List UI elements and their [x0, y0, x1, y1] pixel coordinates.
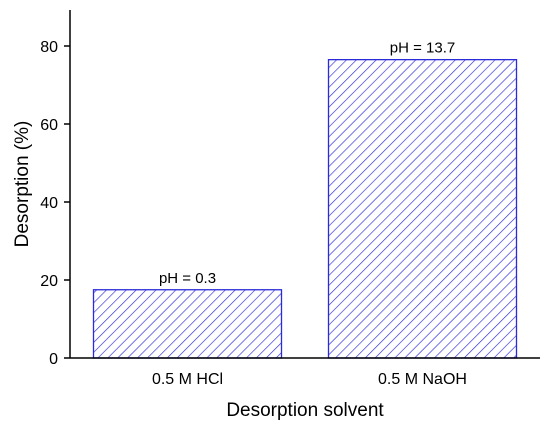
x-axis-title: Desorption solvent	[226, 400, 384, 421]
x-tick-label-1: 0.5 M HCl	[152, 371, 223, 388]
y-tick-label-80: 80	[40, 39, 58, 56]
y-axis-title: Desorption (%)	[12, 121, 33, 248]
y-tick-label-20: 20	[40, 273, 58, 290]
bar-2	[327, 59, 518, 359]
plot-area: 0 20 40 60 80 pH = 0.3 0.5 M HCl pH = 13.7 0.5 M…	[40, 39, 518, 388]
bar-data-label-1: pH = 0.3	[159, 270, 216, 287]
bar-1	[92, 289, 283, 359]
y-tick-label-0: 0	[49, 351, 58, 368]
x-tick-label-2: 0.5 M NaOH	[378, 371, 467, 388]
y-tick-label-40: 40	[40, 195, 58, 212]
bar-data-label-2: pH = 13.7	[390, 40, 455, 57]
y-tick-label-60: 60	[40, 117, 58, 134]
